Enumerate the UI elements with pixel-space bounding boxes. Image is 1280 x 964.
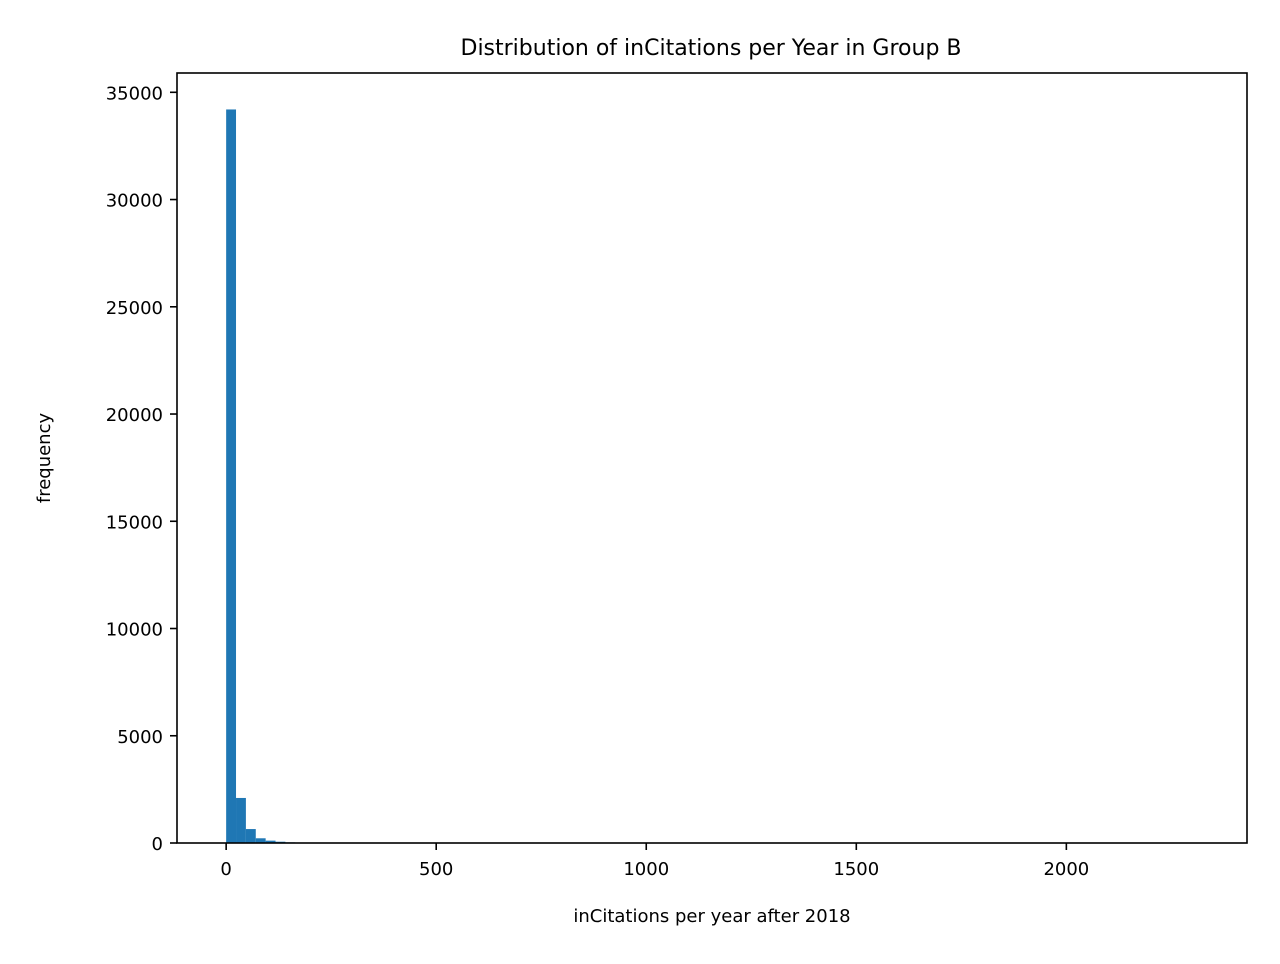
histogram-bar (236, 798, 246, 843)
y-tick-label: 30000 (106, 191, 163, 212)
x-tick-label: 1500 (833, 859, 879, 880)
y-tick-label: 0 (152, 834, 163, 855)
x-tick-label: 0 (220, 859, 231, 880)
bars-layer (226, 109, 344, 843)
plot-frame (177, 73, 1247, 843)
y-tick-label: 5000 (117, 727, 163, 748)
y-tick-label: 20000 (106, 405, 163, 426)
y-axis-ticks: 0 5000 10000 15000 20000 25000 30000 35000 (106, 83, 177, 855)
y-tick-label: 15000 (106, 512, 163, 533)
y-axis-label: frequency (34, 413, 55, 504)
y-tick-label: 10000 (106, 620, 163, 641)
x-tick-label: 2000 (1043, 859, 1089, 880)
x-tick-label: 500 (419, 859, 453, 880)
x-axis-label: inCitations per year after 2018 (573, 906, 850, 927)
x-tick-label: 1000 (623, 859, 669, 880)
histogram-bar (246, 829, 256, 843)
x-axis-ticks: 0 500 1000 1500 2000 (220, 843, 1089, 880)
y-tick-label: 35000 (106, 83, 163, 104)
y-tick-label: 25000 (106, 298, 163, 319)
histogram-bar (226, 109, 236, 843)
chart-title: Distribution of inCitations per Year in … (461, 36, 962, 61)
